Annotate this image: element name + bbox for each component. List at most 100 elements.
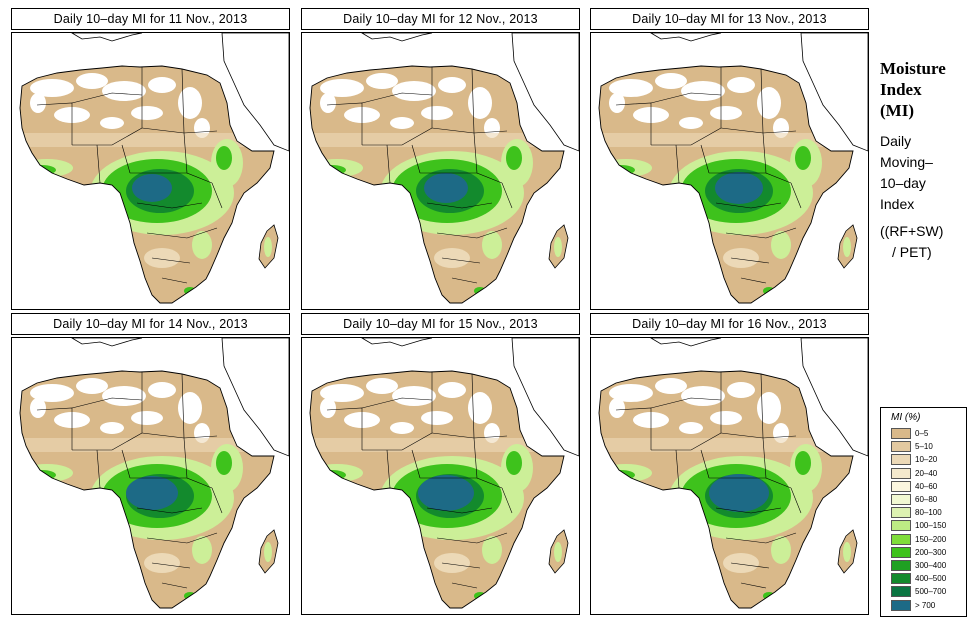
dry-patch [390,117,414,129]
dry-patch [102,386,146,406]
dry-patch [727,382,755,398]
legend-swatch [891,441,911,453]
dry-patch [468,392,492,424]
legend-swatch [891,560,911,571]
legend-item: 150–200 [891,533,965,546]
description-line: 10–day [880,175,926,191]
green-area [216,146,232,170]
country-border [211,487,223,514]
sahel-band [599,133,853,147]
green-area [192,536,212,564]
africa-map [11,337,290,615]
country-border [136,202,203,209]
country-border [675,144,680,184]
country-border [386,144,391,184]
coastline [19,65,275,304]
legend-label: 5–10 [915,442,933,452]
country-border [71,92,143,104]
country-border [700,449,710,479]
coastline [309,370,565,609]
index-description: Daily Moving– 10–day Index [880,131,972,215]
legend-label: 500–700 [915,587,947,597]
country-border [471,68,475,134]
dry-patch [468,87,492,119]
panel-title: Daily 10–day MI for 12 Nov., 2013 [301,8,580,30]
country-border [146,227,218,239]
legend-label: 80–100 [915,508,942,518]
green-area [554,237,562,257]
legend-label: 0–5 [915,429,929,438]
dry-patch [320,93,336,113]
legend-label: 400–500 [915,574,947,584]
index-formula: ((RF+SW) / PET) [880,221,972,263]
moisture-field [310,378,564,600]
dry-patch [30,93,46,113]
green-area [843,237,851,257]
legend-item: 5–10 [891,441,965,453]
coastline [598,370,854,609]
dry-patch [144,553,180,573]
dry-patch [655,378,687,394]
sahel-band [20,438,274,452]
country-border [451,582,478,589]
legend-swatch [891,480,911,492]
europe-coast [361,338,433,347]
arabia-outline [800,33,868,152]
dry-patch [681,81,725,101]
country-border [650,397,722,409]
legend-label: 60–80 [915,495,938,504]
dry-patch [723,248,759,268]
africa-map [590,32,869,310]
country-border [181,68,185,134]
map-svg [598,33,868,304]
map-panel-5: Daily 10–day MI for 15 Nov., 2013 [301,313,580,615]
country-border [790,182,802,209]
dry-patch [392,386,436,406]
country-border [471,373,475,439]
dry-patch [366,378,398,394]
dry-patch [76,73,108,89]
green-area [795,451,811,475]
country-border [121,449,131,479]
legend-swatch [891,599,911,611]
dry-patch [434,248,470,268]
wet-core [709,474,769,512]
country-border [151,257,191,264]
coastline [19,370,275,609]
legend-item: 100–150 [891,520,965,532]
country-border [501,182,513,209]
dry-patch [102,81,146,101]
country-border [441,562,481,569]
country-border [411,144,421,174]
legend-swatch [891,428,911,439]
map-panel-3: Daily 10–day MI for 13 Nov., 2013 [590,8,869,310]
country-border [151,562,191,569]
dry-patch [320,384,364,402]
country-border [501,487,513,514]
europe-coast [71,33,143,42]
country-border [96,144,101,184]
formula-line: ((RF+SW) [880,223,944,239]
country-border [96,449,101,489]
moisture-field [310,73,564,295]
legend-label: 20–40 [915,468,938,478]
panel-title: Daily 10–day MI for 13 Nov., 2013 [590,8,869,30]
legend-item: 300–400 [891,560,965,572]
legend-label: 200–300 [915,547,947,557]
dry-patch [655,73,687,89]
africa-map [590,337,869,615]
dry-patch [679,422,703,434]
green-area [843,542,851,562]
dry-patch [320,398,336,418]
dry-patch [392,81,436,101]
dry-patch [366,73,398,89]
map-panel-1: Daily 10–day MI for 11 Nov., 2013 [11,8,290,310]
index-title-line: Index [880,80,922,99]
map-svg [19,33,289,304]
dry-patch [421,411,453,425]
country-border [436,532,508,544]
legend-swatch [891,586,911,598]
arabia-outline [800,338,868,457]
country-border [161,277,188,284]
dry-patch [723,553,759,573]
